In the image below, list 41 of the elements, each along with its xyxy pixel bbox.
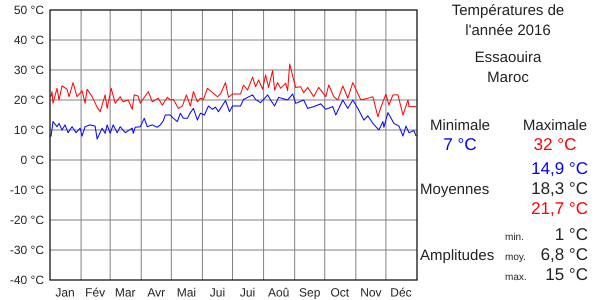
y-tick-label: 40 °C <box>14 32 44 47</box>
x-tick-label: Oct <box>330 286 350 300</box>
line-series <box>50 94 416 140</box>
text: moy. <box>505 252 526 263</box>
x-tick-label: Jui <box>240 286 256 300</box>
text: 14,9 °C <box>531 159 588 178</box>
text: 21,7 °C <box>531 199 588 218</box>
text: Températures de l'année 2016 <box>452 2 564 39</box>
text: Essaouira Maroc <box>474 49 542 86</box>
line-series <box>50 64 416 118</box>
text: 6,8 °C <box>540 245 588 264</box>
y-tick-label: 30 °C <box>14 62 44 77</box>
text: 15 °C <box>545 265 588 284</box>
text: 32 °C <box>534 135 576 154</box>
text: Maximale <box>522 117 588 134</box>
text: min. <box>505 232 524 243</box>
y-tick-label: -30 °C <box>10 242 44 257</box>
x-tick-label: Jan <box>55 286 75 300</box>
text: Amplitudes <box>420 247 494 264</box>
x-tick-label: Avr <box>147 286 166 300</box>
y-tick-label: -10 °C <box>10 182 44 197</box>
y-tick-label: -40 °C <box>10 272 44 287</box>
x-tick-label: Nov <box>360 286 382 300</box>
y-tick-label: 20 °C <box>14 92 44 107</box>
text: Moyennes <box>420 181 490 198</box>
y-tick-label: 0 °C <box>20 152 44 167</box>
x-tick-label: Jui <box>210 286 226 300</box>
x-tick-label: Aoû <box>268 286 290 300</box>
x-tick-label: Mar <box>114 286 136 300</box>
text: max. <box>505 272 527 283</box>
y-tick-label: 10 °C <box>14 122 44 137</box>
y-tick-label: -20 °C <box>10 212 44 227</box>
text: 7 °C <box>443 135 477 154</box>
text: 18,3 °C <box>531 179 588 198</box>
x-tick-label: Mai <box>176 286 196 300</box>
y-tick-label: 50 °C <box>14 2 44 17</box>
x-tick-label: Fév <box>85 286 106 300</box>
text: Minimale <box>430 117 490 134</box>
text: 1 °C <box>554 225 588 244</box>
x-tick-label: Déc <box>390 286 412 300</box>
x-tick-label: Sep <box>299 286 321 300</box>
